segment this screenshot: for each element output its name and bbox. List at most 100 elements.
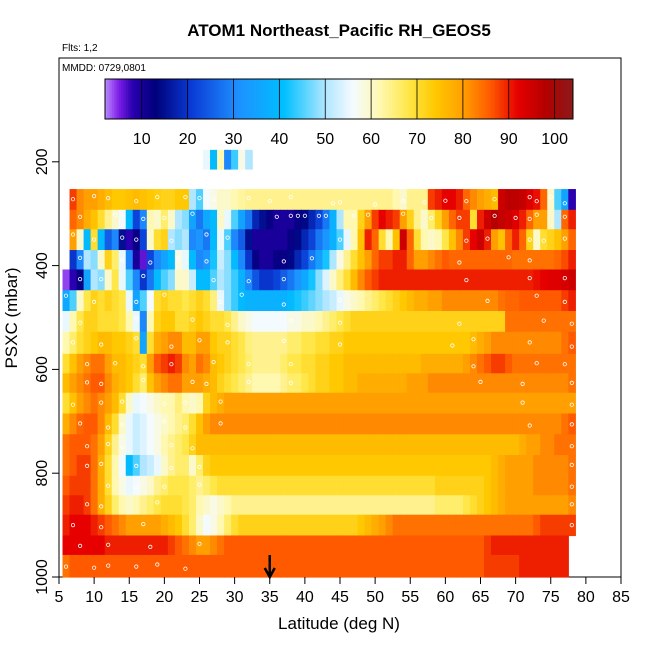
heatmap-cell	[174, 455, 183, 477]
colorbar-segment	[146, 79, 150, 119]
heatmap-cell	[210, 269, 218, 291]
heatmap-cell	[364, 229, 373, 251]
x-tick-label: 10	[85, 589, 103, 606]
heatmap-cell	[484, 269, 492, 291]
heatmap-cell	[357, 269, 366, 291]
heatmap-cell	[132, 331, 141, 355]
observation-point	[162, 484, 167, 489]
heatmap-cell	[378, 269, 387, 291]
heatmap-cell	[132, 311, 141, 333]
heatmap-cell	[195, 554, 204, 578]
y-tick-label: 400	[34, 252, 51, 279]
heatmap-cell	[195, 290, 204, 312]
heatmap-cell	[378, 290, 387, 312]
observation-point	[204, 259, 209, 264]
heatmap-cell	[83, 434, 92, 456]
heatmap-cell	[146, 434, 155, 456]
heatmap-cell	[441, 455, 450, 477]
heatmap-cell	[357, 495, 366, 516]
heatmap-cell	[181, 229, 190, 251]
observation-point	[78, 255, 83, 260]
observation-point	[92, 237, 97, 242]
heatmap-cell	[252, 514, 260, 537]
heatmap-cell	[308, 189, 317, 211]
heatmap-cell	[322, 290, 331, 312]
heatmap-cell	[378, 311, 387, 333]
heatmap-cell	[280, 455, 288, 477]
heatmap-cell	[336, 311, 345, 333]
heatmap-cell	[231, 554, 239, 578]
heatmap-cell	[83, 392, 92, 415]
heatmap-cell	[441, 413, 450, 435]
observation-point	[464, 277, 469, 283]
colorbar-segment	[192, 79, 195, 119]
heatmap-cell	[273, 290, 281, 312]
observation-point	[372, 178, 378, 183]
heatmap-cell	[273, 495, 281, 516]
observation-point	[372, 202, 378, 207]
heatmap-cell	[174, 311, 183, 333]
heatmap-cell	[111, 209, 120, 230]
heatmap-cell	[104, 413, 113, 435]
heatmap-cell	[329, 209, 338, 230]
observation-point	[134, 316, 139, 321]
heatmap-cell	[554, 514, 562, 537]
x-tick-label: 35	[261, 589, 279, 606]
observation-point	[513, 215, 518, 220]
heatmap-cell	[188, 434, 197, 456]
heatmap-cell	[104, 554, 113, 578]
heatmap-cell	[476, 434, 485, 456]
colorbar-segment	[559, 79, 563, 119]
heatmap-cell	[350, 495, 359, 516]
heatmap-cell	[111, 353, 120, 374]
heatmap-cell	[90, 535, 99, 556]
observation-point	[162, 292, 167, 297]
heatmap-cell	[385, 269, 394, 291]
heatmap-cell	[125, 269, 134, 291]
heatmap-cell	[519, 434, 527, 456]
heatmap-cell	[125, 290, 134, 312]
heatmap-cell	[336, 229, 345, 251]
colorbar-segment	[300, 79, 303, 119]
colorbar-segment	[478, 79, 482, 119]
heatmap-cell	[118, 269, 127, 291]
heatmap-cell	[167, 554, 176, 578]
heatmap-cell	[280, 475, 288, 496]
colorbar-segment	[378, 79, 381, 119]
heatmap-cell	[561, 311, 569, 333]
heatmap-cell	[62, 392, 71, 415]
heatmap-cell	[336, 353, 345, 374]
colorbar-segment	[554, 79, 558, 119]
heatmap-cell	[533, 455, 541, 477]
heatmap-cell	[406, 535, 415, 556]
heatmap-cell	[385, 455, 394, 477]
heatmap-cell	[301, 250, 309, 271]
heatmap-cell	[83, 311, 92, 333]
heatmap-cell	[76, 554, 85, 578]
heatmap-cell	[252, 413, 260, 435]
colorbar-segment	[199, 79, 202, 119]
heatmap-cell	[568, 331, 576, 355]
observation-point	[155, 195, 160, 200]
heatmap-cell	[378, 554, 387, 578]
colorbar-segment	[226, 79, 230, 119]
observation-point	[267, 199, 272, 204]
heatmap-cell	[69, 250, 78, 271]
heatmap-cell	[484, 290, 492, 312]
heatmap-cell	[294, 495, 302, 516]
heatmap-cell	[561, 209, 569, 230]
heatmap-cell	[111, 413, 120, 435]
heatmap-cell	[378, 250, 387, 271]
heatmap-cell	[195, 353, 204, 374]
heatmap-cell	[322, 434, 331, 456]
heatmap-cell	[203, 554, 211, 578]
heatmap-cell	[469, 535, 478, 556]
observation-point	[288, 195, 293, 200]
colorbar-segment	[391, 79, 395, 119]
heatmap-cell	[97, 392, 106, 415]
heatmap-cell	[519, 209, 527, 230]
heatmap-cell	[322, 209, 331, 230]
heatmap-cell	[533, 209, 541, 230]
heatmap-cell	[287, 475, 295, 496]
heatmap-cell	[69, 290, 78, 312]
